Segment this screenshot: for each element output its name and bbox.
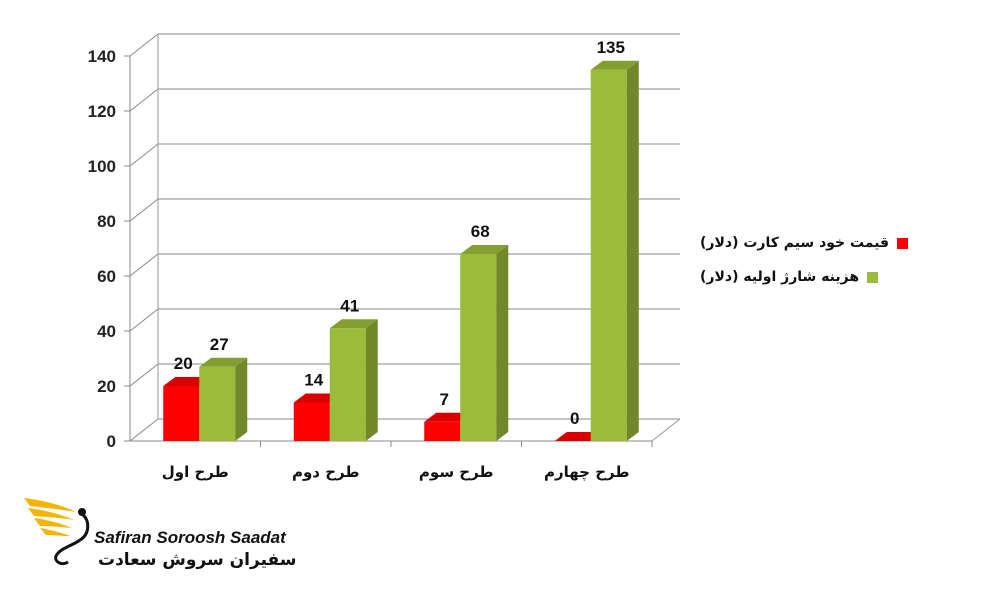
y-tick-label: 80: [97, 212, 116, 231]
legend-item-sim-price: قیمت خود سیم کارت (دلار): [700, 226, 920, 260]
data-label: 0: [570, 409, 579, 428]
bar-front: [163, 386, 200, 441]
gridline-depth: [129, 88, 159, 112]
data-label: 7: [440, 390, 449, 409]
legend-label: قیمت خود سیم کارت (دلار): [700, 235, 890, 251]
bar-side: [235, 357, 248, 441]
bar-front: [590, 69, 627, 441]
x-category-label: طرح دوم: [292, 463, 360, 481]
legend-label: هزینه شارژ اولیه (دلار): [700, 269, 860, 285]
y-tick-label: 120: [88, 102, 116, 121]
data-label: 135: [597, 38, 625, 57]
y-tick-label: 40: [97, 322, 116, 341]
bar-front: [460, 254, 497, 441]
y-tick-label: 60: [97, 267, 116, 286]
bar-top: [590, 60, 639, 70]
bar-side: [365, 319, 378, 441]
gridline-depth: [129, 308, 159, 332]
data-label: 20: [174, 354, 193, 373]
floor-edge-right: [651, 418, 681, 442]
data-label: 14: [304, 371, 323, 390]
legend-swatch-green: [867, 271, 879, 283]
bar-side: [626, 60, 639, 441]
bar-front: [199, 366, 236, 441]
gridline-depth: [129, 143, 159, 167]
bar: [199, 357, 248, 441]
logo-text-fa: سفیران سروش سعادت: [98, 550, 297, 570]
bar-top: [199, 357, 248, 367]
gridline-depth: [129, 253, 159, 277]
bar-front: [293, 402, 330, 441]
bar-side: [496, 245, 509, 441]
data-label: 41: [340, 296, 359, 315]
wing-logo-icon: [24, 498, 90, 566]
bars: [163, 60, 639, 441]
legend-swatch-red: [897, 237, 909, 249]
x-category-label: طرح اول: [162, 463, 229, 481]
legend: قیمت خود سیم کارت (دلار) هزینه شارژ اولی…: [700, 226, 920, 294]
bar: [590, 60, 639, 441]
bar-top: [329, 319, 378, 329]
y-tick-label: 0: [107, 432, 116, 451]
bar-front: [329, 328, 366, 441]
y-tick-label: 20: [97, 377, 116, 396]
bar: [329, 319, 378, 441]
bar-front: [424, 421, 461, 441]
x-category-label: طرح سوم: [419, 463, 494, 481]
legend-item-initial-charge: هزینه شارژ اولیه (دلار): [700, 260, 920, 294]
y-tick-label: 100: [88, 157, 116, 176]
labels: 0 20 40 60 80 100 120 140 طرح اول 20 27 طرح دوم 14 41…: [88, 38, 630, 482]
company-logo: Safiran Soroosh Saadat سفیران سروش سعادت: [20, 490, 300, 580]
bar: [460, 245, 509, 441]
gridline-depth: [129, 33, 159, 57]
bar-top: [460, 245, 509, 254]
y-tick-label: 140: [88, 47, 116, 66]
data-label: 68: [471, 222, 490, 241]
gridline-depth: [129, 198, 159, 222]
x-category-label: طرح چهارم: [544, 463, 629, 482]
data-label: 27: [210, 335, 229, 354]
logo-text-en: Safiran Soroosh Saadat: [94, 528, 286, 547]
gridline-depth: [129, 363, 159, 387]
depth-edge-left: [129, 418, 159, 442]
